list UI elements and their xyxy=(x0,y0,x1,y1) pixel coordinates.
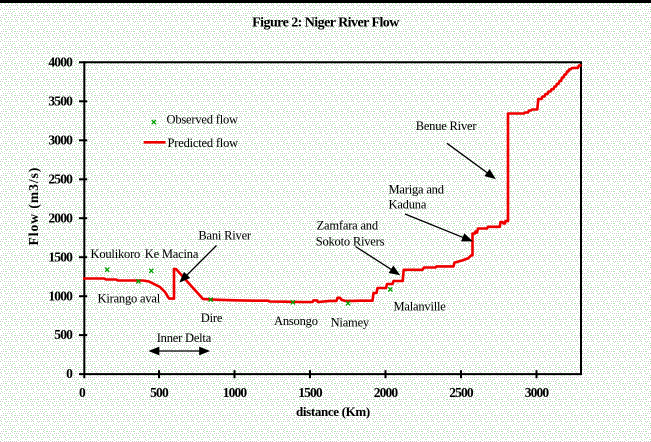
svg-text:Figure 2: Niger River Flow: Figure 2: Niger River Flow xyxy=(252,16,400,31)
svg-text:Kirango aval: Kirango aval xyxy=(98,291,161,305)
svg-text:1000: 1000 xyxy=(223,385,248,400)
svg-text:0: 0 xyxy=(79,385,86,400)
svg-text:Zamfara and: Zamfara and xyxy=(317,219,379,233)
svg-text:Niamey: Niamey xyxy=(331,316,370,330)
svg-text:1500: 1500 xyxy=(48,249,73,264)
svg-text:Inner Delta: Inner Delta xyxy=(157,331,212,345)
svg-text:Kaduna: Kaduna xyxy=(389,197,427,211)
svg-text:3000: 3000 xyxy=(48,132,73,147)
svg-text:Bani River: Bani River xyxy=(198,228,252,242)
svg-text:Koulikoro: Koulikoro xyxy=(91,247,141,261)
svg-text:3000: 3000 xyxy=(525,385,550,400)
svg-text:3500: 3500 xyxy=(48,93,73,108)
svg-text:Ansongo: Ansongo xyxy=(274,314,318,328)
svg-text:2500: 2500 xyxy=(48,171,73,186)
svg-text:Flow (m3/s): Flow (m3/s) xyxy=(26,167,41,246)
svg-text:2000: 2000 xyxy=(374,385,399,400)
svg-text:Malanville: Malanville xyxy=(394,299,447,313)
svg-text:4000: 4000 xyxy=(48,54,73,69)
svg-text:Mariga and: Mariga and xyxy=(389,182,445,196)
svg-text:Predicted flow: Predicted flow xyxy=(168,136,239,150)
svg-text:500: 500 xyxy=(150,385,169,400)
svg-text:1000: 1000 xyxy=(48,288,73,303)
svg-text:Dire: Dire xyxy=(201,311,223,325)
svg-text:distance (Km): distance (Km) xyxy=(296,404,370,419)
svg-text:1500: 1500 xyxy=(298,385,323,400)
svg-text:2500: 2500 xyxy=(449,385,474,400)
svg-text:0: 0 xyxy=(66,366,73,381)
svg-text:Benue River: Benue River xyxy=(416,119,478,133)
svg-text:2000: 2000 xyxy=(48,210,73,225)
svg-text:Observed flow: Observed flow xyxy=(167,113,239,127)
svg-text:500: 500 xyxy=(54,327,73,342)
svg-text:Sokoto Rivers: Sokoto Rivers xyxy=(316,234,385,248)
svg-text:Ke Macina: Ke Macina xyxy=(145,247,199,261)
